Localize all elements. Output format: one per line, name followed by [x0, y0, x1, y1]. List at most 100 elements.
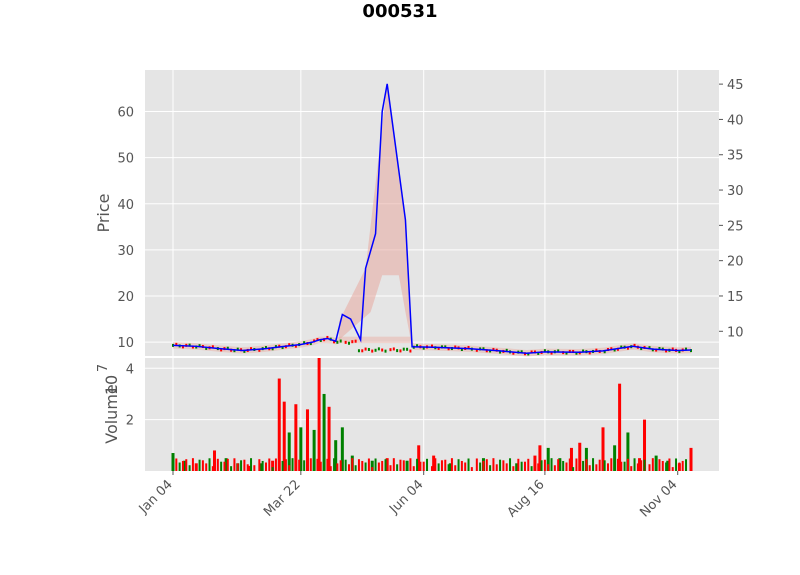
candle: [572, 349, 575, 353]
volume-bar-small: [643, 459, 646, 471]
volume-bar: [618, 383, 622, 471]
volume-bar-small: [326, 458, 329, 471]
volume-bar-small: [547, 464, 550, 471]
volume-bar-small: [440, 460, 443, 471]
volume-bar-small: [499, 459, 502, 471]
volume-bar: [613, 445, 617, 471]
volume-bar-small: [626, 458, 629, 471]
volume-bar-small: [319, 461, 322, 471]
volume-bar-small: [195, 464, 198, 471]
price-tick-label: 30: [117, 244, 134, 259]
volume-bar-small: [294, 464, 297, 471]
candle: [339, 339, 342, 343]
volume-bar-small: [431, 466, 433, 471]
candle: [367, 347, 370, 351]
volume-bar-small: [537, 463, 540, 471]
volume-bar-small: [585, 459, 588, 471]
volume-bar-small: [665, 462, 668, 471]
volume-bar: [224, 458, 228, 471]
candle: [613, 348, 616, 352]
candle: [258, 348, 261, 352]
volume-bar-small: [240, 460, 243, 471]
volume-bar-small: [675, 458, 678, 471]
volume-bar-small: [178, 462, 181, 471]
volume-bar-small: [339, 460, 342, 471]
x-tick-label: Nov 04: [637, 477, 680, 520]
candle: [288, 343, 291, 347]
candle: [557, 349, 560, 353]
candle: [685, 347, 688, 351]
candle: [220, 348, 223, 352]
volume-bar-small: [509, 458, 512, 471]
candle: [565, 351, 568, 355]
candle: [431, 344, 433, 348]
volume-bar-small: [482, 460, 485, 471]
volume-bar-small: [620, 461, 623, 471]
volume-bar-small: [336, 463, 339, 471]
candle: [191, 345, 194, 349]
volume-bar-small: [377, 462, 380, 471]
candle: [175, 342, 178, 346]
volume-bar-small: [495, 464, 498, 471]
volume-exponent-power: 7: [96, 364, 111, 372]
candle: [665, 349, 668, 353]
volume-bar-small: [517, 458, 520, 471]
volume-bar-small: [216, 458, 219, 471]
candle: [444, 345, 447, 349]
volume-bar-small: [309, 458, 312, 471]
volume-bar-small: [389, 465, 392, 471]
volume-y-ticks: 24: [126, 362, 134, 428]
volume-bar-small: [354, 465, 357, 471]
volume-bar-small: [172, 467, 174, 471]
candle: [233, 349, 236, 353]
candle: [454, 345, 457, 349]
price-line-group: [172, 83, 692, 354]
candle: [326, 335, 329, 339]
candle: [406, 347, 409, 351]
volume-bar-small: [409, 458, 412, 471]
volume-bar-small: [485, 459, 488, 471]
candle: [492, 347, 495, 351]
x-tick-label: Mar 22: [261, 477, 304, 520]
volume-bar-small: [613, 466, 616, 471]
candle: [303, 341, 306, 345]
candle: [485, 349, 488, 353]
candle: [374, 348, 377, 352]
volume-bar-small: [450, 458, 453, 471]
volume-bar: [305, 409, 309, 471]
volume-bar-small: [246, 464, 249, 471]
candle: [626, 346, 629, 350]
candle: [409, 349, 412, 353]
volume-bar-small: [175, 458, 178, 471]
volume-exponent-base: 10: [102, 375, 121, 395]
volume-bar-small: [523, 461, 526, 471]
volume-bar-small: [640, 460, 643, 471]
candle: [377, 347, 380, 351]
volume-bar-small: [553, 465, 556, 471]
candle: [243, 349, 246, 353]
volume-axis-label: Volume: [102, 384, 121, 444]
volume-bar-small: [381, 460, 384, 471]
volume-bar-small: [575, 458, 578, 471]
volume-bar-small: [226, 458, 229, 471]
volume-bar: [370, 460, 374, 471]
volume-bar-small: [412, 466, 415, 471]
volume-bar: [312, 429, 316, 471]
volume-bar-small: [671, 467, 674, 471]
volume-bar-small: [578, 462, 581, 471]
volume-bar-small: [191, 458, 194, 471]
volume-bar-small: [306, 463, 309, 471]
volume-bar-small: [681, 460, 684, 471]
candle: [520, 350, 523, 354]
volume-bar-small: [406, 463, 409, 471]
volume-bar: [578, 442, 582, 471]
candle: [620, 345, 623, 349]
x-ticks: Jan 04 Mar 22 Jun 04 Aug 16 Nov 04: [136, 471, 681, 520]
candle: [354, 339, 357, 343]
volume-bar-small: [181, 460, 184, 471]
candle: [416, 344, 419, 348]
candle: [188, 343, 191, 347]
candle: [582, 349, 585, 353]
volume-bar: [638, 458, 642, 471]
volume-bar-small: [630, 466, 633, 471]
